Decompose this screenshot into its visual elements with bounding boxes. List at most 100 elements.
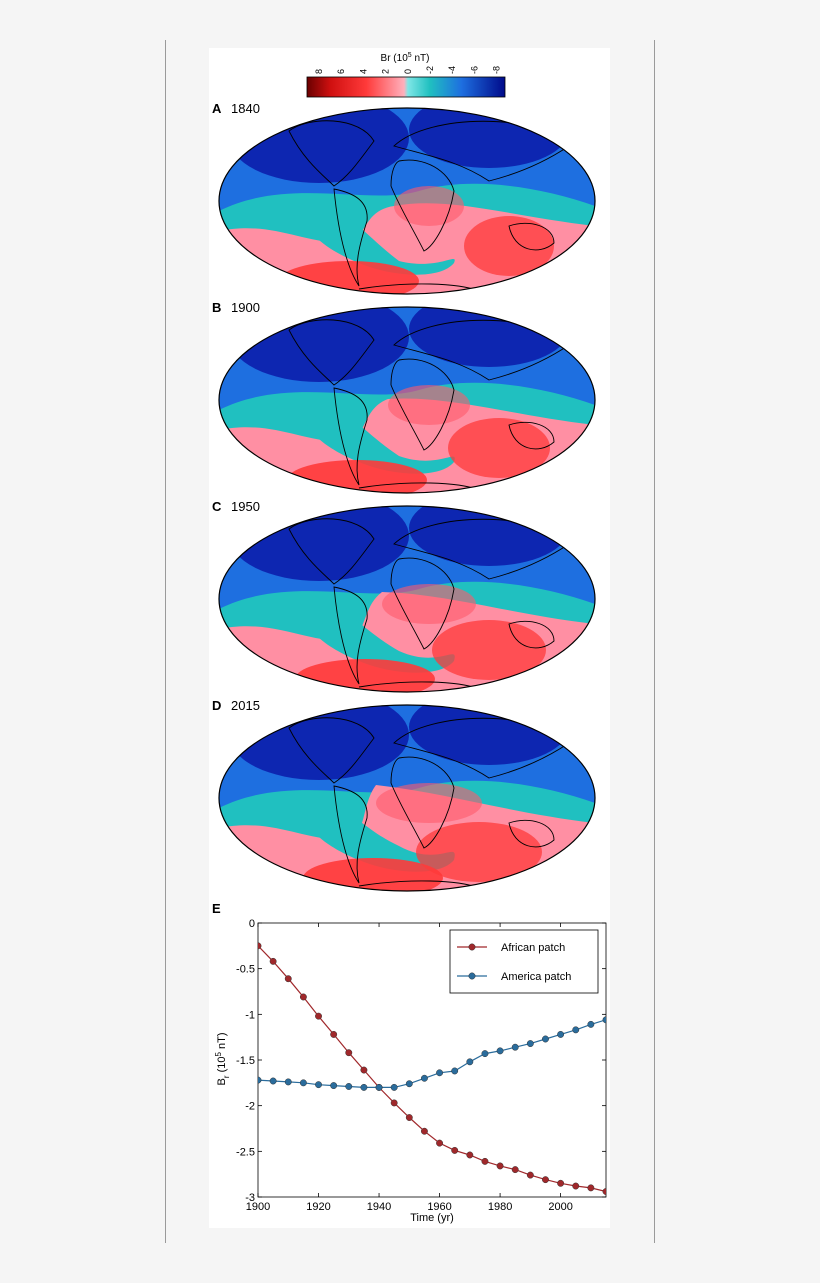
south-america-outline — [333, 785, 368, 884]
map-border — [218, 107, 596, 295]
data-point — [299, 993, 307, 1001]
australia-outline — [508, 620, 555, 649]
y-tick-label: -0.5 — [236, 964, 255, 976]
data-point — [511, 1043, 519, 1051]
data-point — [405, 1114, 413, 1121]
figure-panel: Br (105 nT) 8 6 4 2 0 -2 -4 -6 -8 A 1840 B 1900 C 195… — [209, 48, 610, 1228]
panel-letter: A — [212, 101, 222, 116]
data-point — [330, 1082, 338, 1090]
african-patch-core — [394, 186, 464, 226]
australia-outline — [508, 819, 555, 848]
map-field — [219, 705, 595, 891]
colorbar: Br (105 nT) 8 6 4 2 0 -2 -4 -6 -8 — [306, 52, 506, 98]
colorbar-tick-label: 0 — [403, 69, 413, 74]
african-patch-core — [382, 584, 476, 624]
x-tick-label: 2000 — [548, 1201, 572, 1213]
america-patch — [303, 403, 455, 474]
data-point — [375, 1083, 383, 1091]
north-america-outline — [288, 717, 375, 784]
map-border — [218, 505, 596, 693]
south-america-outline — [333, 387, 368, 486]
colorbar-label: Br (105 nT) — [381, 52, 430, 64]
african-patch — [464, 216, 554, 276]
colorbar-ticks: 8 6 4 2 0 -2 -4 -6 -8 — [314, 66, 502, 74]
panel-year: 1950 — [231, 499, 260, 514]
legend-box — [449, 929, 599, 994]
america-patch — [303, 602, 455, 673]
data-point — [360, 1083, 368, 1091]
data-point — [258, 1076, 262, 1084]
data-point — [315, 1081, 322, 1089]
data-point — [557, 1030, 565, 1038]
strong-positive-patch — [295, 659, 435, 692]
data-point — [466, 1058, 474, 1066]
data-point — [451, 1146, 459, 1154]
north-america-outline — [288, 120, 375, 187]
map-panel: C 1950 — [212, 499, 596, 693]
eurasia-outline — [393, 518, 570, 580]
x-tick-label: 1920 — [306, 1201, 330, 1213]
y-tick-label: -3 — [245, 1192, 255, 1204]
series-lines — [258, 942, 606, 1195]
data-point — [315, 1012, 322, 1020]
african-patch — [448, 418, 550, 478]
data-point — [390, 1083, 398, 1091]
data-point — [542, 1176, 549, 1184]
colorbar-tick-label: -6 — [469, 66, 479, 74]
y-tick-label: -2 — [245, 1101, 255, 1113]
data-point — [420, 1074, 428, 1082]
data-point — [436, 1139, 444, 1147]
data-point — [496, 1162, 504, 1170]
data-point — [572, 1026, 580, 1034]
panel-letter: D — [212, 698, 221, 713]
y-tick-label: -1 — [245, 1009, 255, 1021]
x-axis-label: Time (yr) — [410, 1212, 454, 1224]
africa-outline — [390, 756, 455, 849]
data-point — [602, 1188, 606, 1195]
y-tick-label: -1.5 — [236, 1055, 255, 1067]
australia-outline — [508, 222, 555, 251]
data-point — [330, 1030, 338, 1038]
colorbar-tick-label: 2 — [381, 69, 391, 74]
x-tick-label: 1900 — [246, 1201, 270, 1213]
colorbar-tick-label: 4 — [358, 69, 368, 74]
legend: African patch America patch — [449, 929, 599, 994]
colorbar-tick-label: 8 — [314, 69, 324, 74]
eurasia-outline — [393, 717, 570, 779]
african-patch — [416, 822, 542, 882]
legend-marker — [468, 943, 476, 951]
data-point — [436, 1069, 444, 1077]
map-panel: D 2015 — [212, 698, 596, 892]
africa-outline — [390, 159, 455, 252]
data-point — [481, 1157, 489, 1165]
data-point — [496, 1047, 504, 1055]
map-border — [218, 704, 596, 892]
panel-year: 1900 — [231, 300, 260, 315]
map-border — [218, 306, 596, 494]
data-point — [420, 1127, 428, 1135]
legend-marker — [468, 972, 476, 980]
data-point — [466, 1151, 474, 1159]
america-patch — [303, 204, 455, 275]
right-border-line — [654, 40, 655, 1243]
australia-outline — [508, 421, 555, 450]
data-point — [405, 1080, 413, 1088]
data-point — [345, 1083, 353, 1090]
african-patch — [432, 620, 546, 680]
colorbar-tick-label: -8 — [492, 66, 502, 74]
colorbar-tick-label: -2 — [425, 66, 435, 74]
data-point — [526, 1040, 534, 1048]
data-point — [587, 1184, 595, 1192]
eurasia-outline — [393, 319, 570, 381]
data-point — [557, 1179, 565, 1187]
eurasia-outline — [393, 120, 570, 182]
data-point — [390, 1099, 398, 1107]
map-field — [219, 506, 595, 692]
map-panels: A 1840 B 1900 C 1950 D 2015 — [212, 101, 596, 892]
data-point — [481, 1050, 489, 1058]
y-axis-label: Br (105 nT) — [214, 1033, 231, 1086]
data-point — [511, 1166, 519, 1174]
y-tick-label: -2.5 — [236, 1146, 255, 1158]
colorbar-tick-label: 6 — [336, 69, 346, 74]
legend-label: America patch — [501, 971, 571, 983]
